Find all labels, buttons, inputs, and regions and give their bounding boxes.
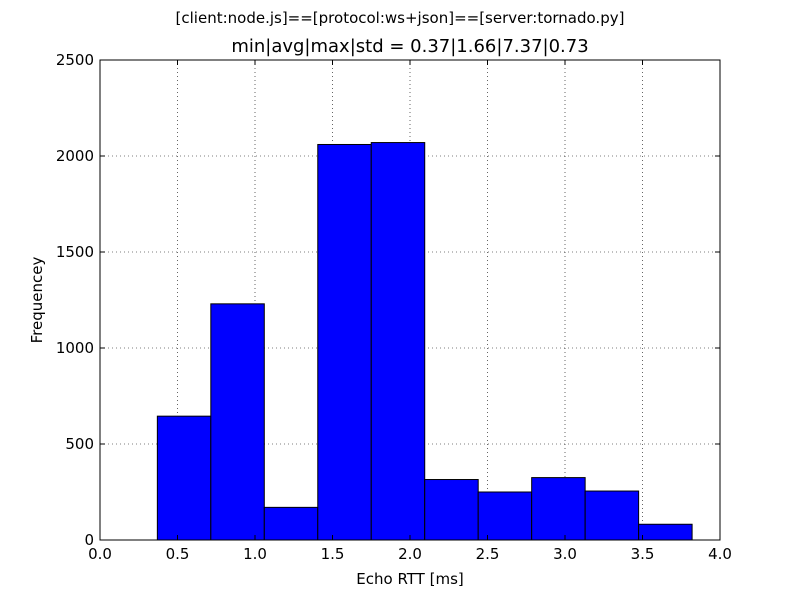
- y-tick-label: 0: [84, 531, 94, 549]
- histogram-bar: [210, 303, 265, 541]
- y-tick-label: 2000: [56, 147, 94, 165]
- x-tick-label: 1.5: [321, 545, 345, 563]
- x-tick-label: 4.0: [708, 545, 732, 563]
- x-tick-label: 0.5: [166, 545, 190, 563]
- y-tick-label: 1500: [56, 243, 94, 261]
- histogram-bar: [638, 523, 693, 541]
- histogram-bar: [424, 479, 479, 541]
- histogram-bar: [263, 506, 319, 541]
- tick-marks: [99, 59, 721, 541]
- histogram-bar: [156, 415, 212, 541]
- figure-suptitle: [client:node.js]==[protocol:ws+json]==[s…: [175, 9, 625, 27]
- x-tick-label: 2.0: [398, 545, 422, 563]
- x-tick-label: 1.0: [243, 545, 267, 563]
- x-tick-labels: 0.0 0.5 1.0 1.5 2.0 2.5 3.0 3.5 4.0: [88, 545, 732, 563]
- chart-title: min|avg|max|std = 0.37|1.66|7.37|0.73: [231, 36, 589, 57]
- y-tick-label: 1000: [56, 339, 94, 357]
- x-tick-label: 3.5: [631, 545, 655, 563]
- y-tick-label: 2500: [56, 51, 94, 69]
- histogram-bar: [584, 490, 640, 541]
- x-axis-label: Echo RTT [ms]: [356, 570, 463, 588]
- y-tick-labels: 0 500 1000 1500 2000 2500: [56, 51, 94, 549]
- histogram-bar: [531, 477, 586, 541]
- histogram-bars: [156, 142, 693, 541]
- histogram-bar: [317, 143, 372, 541]
- y-tick-label: 500: [65, 435, 94, 453]
- x-tick-label: 2.5: [476, 545, 500, 563]
- x-tick-label: 0.0: [88, 545, 112, 563]
- y-axis-label: Frequencey: [28, 257, 46, 344]
- histogram-bar: [370, 142, 426, 541]
- histogram-bar: [477, 491, 533, 541]
- x-tick-label: 3.0: [553, 545, 577, 563]
